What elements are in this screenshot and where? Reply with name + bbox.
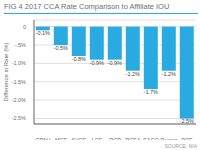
- svg-text:-0.9%: -0.9%: [90, 60, 104, 66]
- svg-text:-0.8%: -0.8%: [72, 56, 86, 62]
- svg-text:-1.0%: -1.0%: [12, 60, 26, 66]
- html-text:FIG 4 2017 CCA Rate Comparison: FIG 4 2017 CCA Rate Comparison to Affili…: [4, 2, 170, 11]
- svg-text:-0.5%: -0.5%: [54, 45, 68, 51]
- svg-text:-1.2%: -1.2%: [126, 71, 140, 77]
- svg-text:Difference in Rate (%): Difference in Rate (%): [8, 43, 9, 102]
- svg-text:Penina: Penina: [160, 137, 178, 140]
- svg-text:LCE: LCE: [92, 137, 103, 140]
- svg-text:-1.7%: -1.7%: [144, 89, 158, 95]
- svg-text:SVCE: SVCE: [72, 137, 87, 140]
- svg-text:-.5%: -.5%: [15, 42, 26, 48]
- svg-text:-2.5%: -2.5%: [180, 118, 192, 124]
- svg-text:MCE: MCE: [55, 137, 68, 140]
- svg-text:RCEA: RCEA: [125, 137, 141, 140]
- svg-text:PCE: PCE: [181, 137, 192, 140]
- svg-text:-1.2%: -1.2%: [162, 71, 176, 77]
- svg-text:-2.0%: -2.0%: [12, 97, 26, 103]
- svg-text:-0.1%: -0.1%: [36, 30, 50, 36]
- svg-text:0: 0: [23, 24, 26, 30]
- svg-text:EACO: EACO: [143, 137, 159, 140]
- svg-text:-1.5%: -1.5%: [12, 79, 26, 85]
- svg-text:CPAU: CPAU: [36, 137, 51, 140]
- svg-text:-2.5%: -2.5%: [12, 115, 26, 121]
- svg-text:RCP: RCP: [109, 137, 121, 140]
- svg-text:-0.9%: -0.9%: [108, 60, 122, 66]
- html-text:SOURCE: N/A: SOURCE: N/A: [164, 143, 197, 149]
